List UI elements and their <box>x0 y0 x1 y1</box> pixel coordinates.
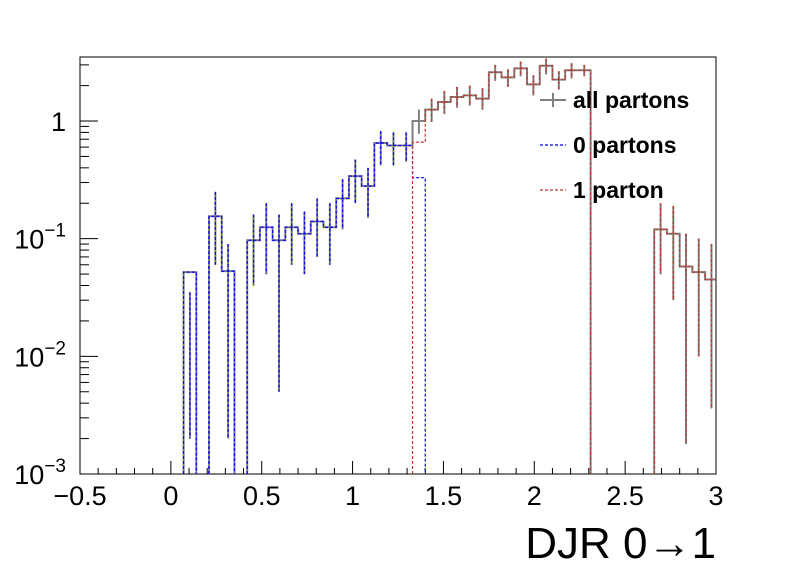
series-layer <box>182 58 716 474</box>
legend-label: 0 partons <box>573 132 677 158</box>
y-tick-label: 10−3 <box>14 456 66 490</box>
x-axis-title: DJR 0→1 <box>525 519 716 568</box>
y-tick-label: 10−2 <box>14 338 66 372</box>
y-axis: 10−3 10−2 10−1 1 <box>14 64 98 490</box>
legend-label: all partons <box>573 87 689 113</box>
x-tick-label: 1.5 <box>425 481 463 511</box>
x-tick-label: 2 <box>527 481 542 511</box>
x-tick-label: −0.5 <box>53 481 106 511</box>
plot-frame <box>79 56 717 475</box>
histogram-steps <box>182 64 716 474</box>
histogram-steps <box>411 65 716 474</box>
x-tick-label: 1 <box>345 481 360 511</box>
histogram-steps <box>182 142 426 474</box>
y-tick-label: 1 <box>51 107 66 137</box>
legend-label: 1 parton <box>573 177 664 203</box>
series-0-partons <box>182 131 426 474</box>
y-tick-label: 10−1 <box>14 221 66 255</box>
x-tick-label: 2.5 <box>606 481 644 511</box>
x-tick-label: 3 <box>708 481 723 511</box>
x-tick-label: 0.5 <box>243 481 281 511</box>
series-1-parton <box>411 58 716 474</box>
legend: all partons 0 partons 1 parton <box>540 87 689 203</box>
x-tick-label: 0 <box>163 481 178 511</box>
x-axis: −0.5 0 0.5 1 1.5 2 2.5 3 <box>53 461 724 511</box>
series-all-partons <box>182 58 716 474</box>
